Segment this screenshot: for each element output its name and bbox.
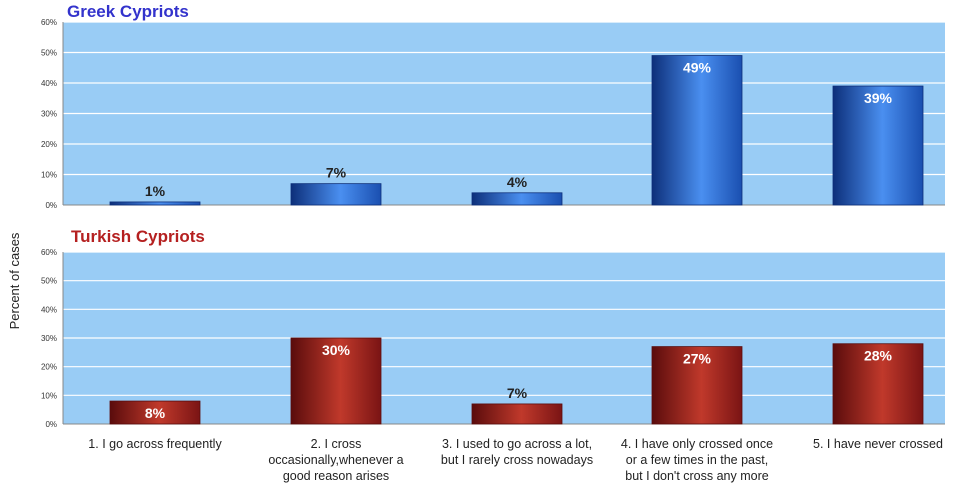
- x-tick-label-line: or a few times in the past,: [625, 453, 769, 467]
- y-tick-label: 20%: [41, 140, 57, 149]
- data-label: 28%: [864, 348, 893, 364]
- bar: [832, 343, 924, 425]
- x-tick-label-line: but I don't cross any more: [625, 469, 769, 483]
- y-tick-label: 30%: [41, 334, 57, 343]
- bar: [109, 201, 201, 206]
- x-tick-label-line: occasionally,whenever a: [268, 453, 404, 467]
- data-label: 30%: [322, 342, 351, 358]
- x-tick-label-line: 2. I cross: [310, 437, 362, 451]
- x-tick-label-line: 1. I go across frequently: [88, 437, 222, 451]
- x-tick-label-line: 3. I used to go across a lot,: [441, 437, 593, 451]
- data-label: 27%: [683, 351, 712, 367]
- data-label: 49%: [683, 60, 712, 76]
- y-tick-label: 0%: [45, 201, 57, 210]
- y-axis-label: Percent of cases: [7, 232, 22, 329]
- x-tick-label-line: good reason arises: [282, 469, 390, 483]
- bar: [471, 192, 563, 206]
- y-tick-label: 10%: [41, 171, 57, 180]
- bar: [651, 346, 743, 425]
- bar: [109, 400, 201, 425]
- x-tick-label: 3. I used to go across a lot, but I rarel…: [427, 436, 607, 468]
- x-tick-label: 2. I cross occasionally,whenever a good re…: [246, 436, 426, 484]
- y-tick-label: 0%: [45, 420, 57, 429]
- y-tick-label: 50%: [41, 49, 57, 58]
- bar: [471, 403, 563, 425]
- bar: [290, 337, 382, 425]
- y-tick-label: 60%: [41, 18, 57, 27]
- data-label: 1%: [145, 183, 166, 199]
- y-tick-label: 10%: [41, 391, 57, 400]
- y-tick-label: 40%: [41, 305, 57, 314]
- data-label: 7%: [326, 165, 347, 181]
- data-label: 8%: [145, 405, 166, 421]
- y-tick-label: 50%: [41, 277, 57, 286]
- y-tick-label: 60%: [41, 248, 57, 257]
- bar: [832, 85, 924, 206]
- bar: [290, 183, 382, 206]
- data-label: 4%: [507, 174, 528, 190]
- x-tick-label-line: but I rarely cross nowadays: [440, 453, 594, 467]
- x-tick-label-line: 5. I have never crossed: [813, 437, 943, 451]
- x-tick-label-line: 4. I have only crossed once: [620, 437, 774, 451]
- y-tick-label: 40%: [41, 79, 57, 88]
- panel-title: Turkish Cypriots: [71, 227, 205, 246]
- x-tick-label: 4. I have only crossed once or a few time…: [607, 436, 787, 484]
- bar: [651, 55, 743, 206]
- y-tick-label: 30%: [41, 110, 57, 119]
- x-tick-label: 5. I have never crossed: [788, 436, 962, 452]
- data-label: 7%: [507, 385, 528, 401]
- panel-title: Greek Cypriots: [67, 2, 189, 21]
- x-tick-label: 1. I go across frequently: [65, 436, 245, 452]
- y-tick-label: 20%: [41, 363, 57, 372]
- data-label: 39%: [864, 90, 893, 106]
